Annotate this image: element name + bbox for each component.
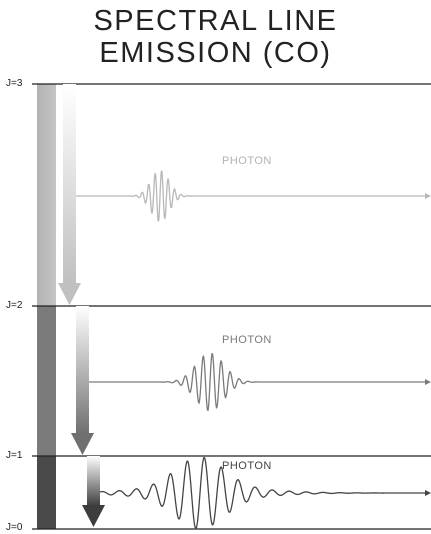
energy-column-lower	[37, 456, 56, 529]
level-label-j2: J=2	[6, 300, 23, 311]
photon-wave-1	[76, 170, 431, 222]
level-label-j1: J=1	[6, 450, 23, 461]
title-line-1: SPECTRAL LINE	[93, 5, 338, 37]
title-line-2: EMISSION (CO)	[99, 37, 332, 69]
level-label-j3: J=3	[6, 78, 23, 89]
transition-arrow-3-to-2	[58, 84, 81, 305]
photon-wave-2	[89, 352, 431, 412]
energy-column-middle	[37, 306, 56, 456]
transition-arrow-1-to-0	[82, 456, 105, 527]
photon-wave-3	[99, 456, 431, 530]
transition-arrow-2-to-1	[71, 306, 94, 455]
photon-label-3: PHOTON	[222, 460, 272, 472]
level-label-j0: J=0	[6, 522, 23, 533]
photon-label-2: PHOTON	[222, 334, 272, 346]
energy-column-upper	[37, 84, 56, 306]
photon-label-1: PHOTON	[222, 155, 272, 167]
